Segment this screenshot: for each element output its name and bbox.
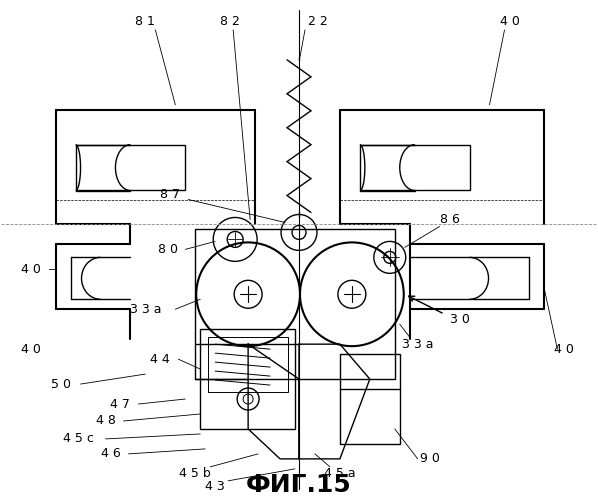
- Bar: [75, 144, 185, 190]
- Bar: [200, 329, 295, 429]
- Text: 4 0: 4 0: [499, 16, 520, 28]
- Text: 4 4: 4 4: [151, 352, 170, 366]
- Text: 4 0: 4 0: [21, 263, 41, 276]
- Text: ФИГ.15: ФИГ.15: [246, 473, 352, 497]
- Text: 2 2: 2 2: [308, 16, 328, 28]
- Bar: [208, 337, 288, 392]
- Text: 9 0: 9 0: [420, 452, 440, 466]
- Bar: [360, 144, 469, 190]
- Text: 3 3 a: 3 3 a: [130, 302, 161, 316]
- Text: 4 3: 4 3: [205, 480, 225, 494]
- Text: 8 0: 8 0: [158, 243, 178, 256]
- Text: 3 3 a: 3 3 a: [402, 338, 434, 350]
- Text: 8 6: 8 6: [440, 213, 460, 226]
- Text: 8 7: 8 7: [160, 188, 181, 201]
- Text: 8 2: 8 2: [220, 16, 240, 28]
- Text: 4 0: 4 0: [21, 342, 41, 355]
- Text: 8 1: 8 1: [135, 16, 155, 28]
- Text: 4 5 c: 4 5 c: [63, 432, 94, 446]
- Text: 4 6: 4 6: [100, 448, 120, 460]
- Text: 4 8: 4 8: [96, 414, 115, 428]
- Text: 4 5 a: 4 5 a: [324, 468, 356, 480]
- Text: 4 5 b: 4 5 b: [179, 468, 211, 480]
- Bar: [340, 354, 399, 444]
- Text: 4 0: 4 0: [554, 342, 574, 355]
- Text: 3 0: 3 0: [450, 312, 469, 326]
- Bar: [196, 230, 395, 379]
- Text: 4 7: 4 7: [111, 398, 130, 410]
- Text: 5 0: 5 0: [51, 378, 71, 390]
